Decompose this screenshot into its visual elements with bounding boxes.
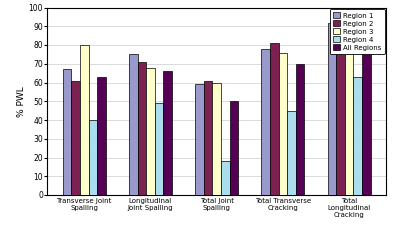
Bar: [97, 77, 106, 195]
Bar: [261, 49, 270, 195]
Bar: [146, 68, 155, 195]
Bar: [129, 54, 138, 195]
Bar: [279, 52, 287, 195]
Bar: [287, 110, 296, 195]
Bar: [296, 64, 305, 195]
Bar: [89, 120, 97, 195]
Bar: [164, 71, 172, 195]
Bar: [138, 62, 146, 195]
Legend: Region 1, Region 2, Region 3, Region 4, All Regions: Region 1, Region 2, Region 3, Region 4, …: [330, 9, 385, 54]
Bar: [336, 17, 345, 195]
Bar: [345, 38, 353, 195]
Bar: [63, 69, 71, 195]
Bar: [212, 82, 221, 195]
Bar: [204, 80, 212, 195]
Bar: [71, 80, 80, 195]
Bar: [230, 101, 238, 195]
Bar: [328, 22, 336, 195]
Bar: [353, 77, 362, 195]
Bar: [155, 103, 164, 195]
Bar: [270, 43, 279, 195]
Y-axis label: % PWL: % PWL: [17, 86, 26, 117]
Bar: [221, 161, 230, 195]
Bar: [362, 38, 371, 195]
Bar: [80, 45, 89, 195]
Bar: [195, 84, 204, 195]
